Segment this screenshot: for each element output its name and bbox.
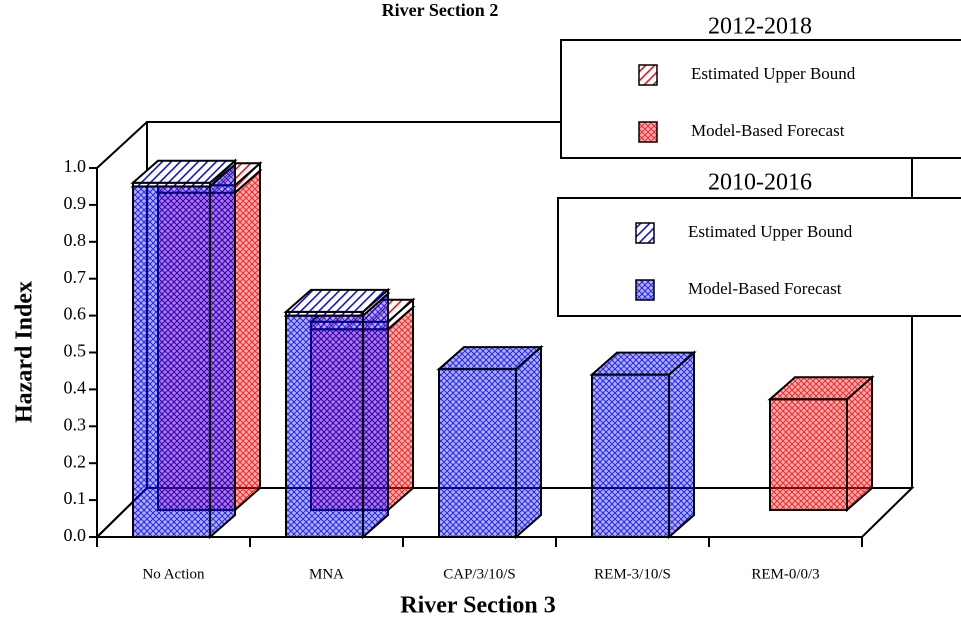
bar-side (515, 344, 542, 540)
bar-side (387, 304, 414, 513)
wall-edge (96, 121, 148, 169)
y-axis-label: Hazard Index (12, 281, 38, 423)
bar-top (436, 346, 544, 371)
legend-label: Estimated Upper Bound (688, 222, 853, 241)
x-tick-label: MNA (309, 566, 344, 582)
y-tick-label: 0.9 (64, 193, 87, 213)
legend-swatch (638, 121, 658, 143)
y-tick-label: 0.3 (64, 414, 87, 434)
x-tick-label: REM-0/0/3 (751, 566, 819, 582)
bar-front (591, 373, 670, 539)
bar-front (132, 185, 211, 538)
y-tick-label: 0.6 (64, 304, 87, 324)
bar-side (668, 350, 695, 540)
x-tick-label: No Action (142, 566, 205, 582)
bar-top (589, 351, 697, 376)
bar-top (283, 288, 391, 313)
bar-side (234, 168, 261, 513)
x-axis-label: River Section 3 (400, 593, 556, 619)
y-tick-label: 0.2 (64, 451, 87, 471)
bar-side (362, 291, 389, 540)
legend-label: Estimated Upper Bound (691, 64, 856, 83)
legend-title: 2010-2016 (708, 170, 812, 196)
y-tick-label: 0.8 (64, 230, 87, 250)
legend-swatch (635, 222, 655, 244)
y-tick-label: 0.4 (64, 378, 87, 398)
legend-swatch (635, 279, 655, 301)
legend-label: Model-Based Forecast (691, 121, 845, 140)
bar-top (767, 376, 875, 401)
bar-side (209, 162, 236, 540)
y-tick-label: 1.0 (64, 156, 87, 176)
legend-swatch (638, 64, 658, 86)
bar-front (285, 314, 364, 538)
y-tick-label: 0.1 (64, 488, 87, 508)
x-tick-label: REM-3/10/S (594, 566, 671, 582)
legend-box (560, 39, 961, 159)
legend-box (557, 197, 961, 317)
chart-title: River Section 2 (382, 0, 499, 20)
y-tick-label: 0.7 (64, 267, 87, 287)
x-tick-label: CAP/3/10/S (443, 566, 516, 582)
legend-label: Model-Based Forecast (688, 279, 842, 298)
legend-title: 2012-2018 (708, 14, 812, 40)
y-tick-label: 0.0 (64, 525, 87, 545)
y-tick-label: 0.5 (64, 341, 87, 361)
bar-front (438, 368, 517, 539)
bar-top (130, 159, 238, 184)
bar-front (769, 398, 848, 511)
